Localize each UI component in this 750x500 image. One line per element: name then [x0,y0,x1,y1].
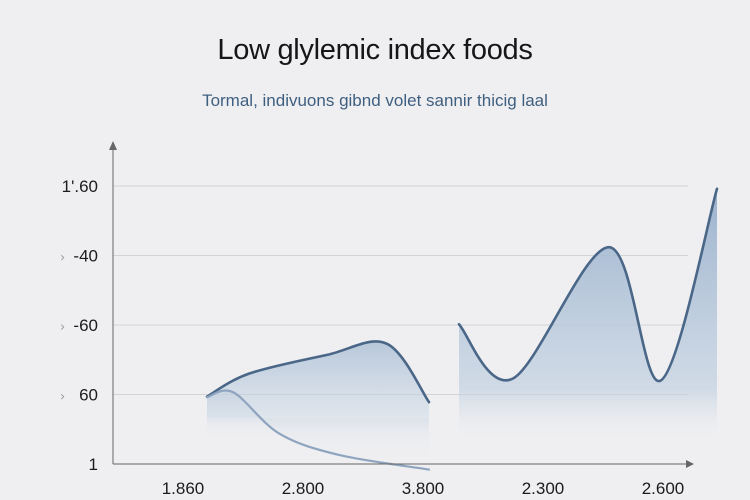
y-tick-label: 1 [89,455,98,474]
x-tick-label: 1.860 [162,479,205,498]
x-axis-arrow [686,460,694,468]
x-tick-label: 2.800 [282,479,325,498]
y-axis-arrow [109,141,117,150]
y-tick-marker: › [60,251,65,266]
series-2-area [459,189,717,440]
x-tick-label: 2.600 [642,479,685,498]
y-tick-label: -40 [73,247,98,266]
y-tick-labels: 1 60 › -60 › -40 › 1'.60 [60,177,98,474]
y-tick-label: 60 [79,386,98,405]
y-tick-marker: › [60,390,65,405]
y-tick-marker: › [60,320,65,335]
x-tick-label: 3.800 [402,479,445,498]
y-tick-label: -60 [73,316,98,335]
x-tick-label: 2.300 [522,479,565,498]
y-tick-label: 1'.60 [62,177,98,196]
x-tick-labels: 1.860 2.800 3.800 2.300 2.600 [162,479,685,498]
